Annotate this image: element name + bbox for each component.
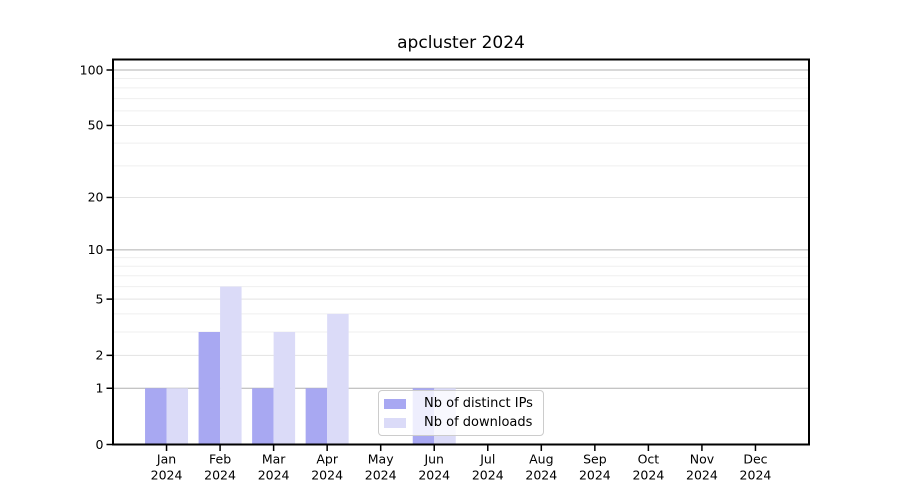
legend-swatch-distinct-ips-icon: [384, 398, 406, 409]
x-tick-label-month: Apr: [316, 452, 338, 467]
y-tick-label: 5: [96, 291, 104, 306]
x-tick-label-month: Feb: [209, 452, 231, 467]
x-tick-label-year: 2024: [579, 468, 611, 483]
legend: Nb of distinct IPs Nb of downloads: [378, 390, 544, 436]
y-tick-label: 10: [88, 242, 104, 257]
x-tick-label-month: Jun: [423, 452, 444, 467]
y-tick-label: 2: [96, 348, 104, 363]
y-tick-label: 20: [88, 190, 104, 205]
x-tick-label-year: 2024: [151, 468, 183, 483]
y-tick-label: 0: [96, 437, 104, 452]
x-tick-label-month: Oct: [638, 452, 660, 467]
x-tick-label-year: 2024: [686, 468, 718, 483]
bar: [166, 388, 189, 445]
bar: [305, 388, 328, 445]
x-tick-label-year: 2024: [632, 468, 664, 483]
bar: [252, 388, 274, 445]
x-tick-label-month: May: [368, 452, 394, 467]
x-tick-label-year: 2024: [472, 468, 504, 483]
bar: [220, 286, 242, 445]
chart-title: apcluster 2024: [397, 33, 525, 53]
x-tick-label-month: Dec: [743, 452, 767, 467]
legend-label-distinct-ips: Nb of distinct IPs: [424, 396, 533, 411]
bar: [327, 313, 349, 445]
bar: [273, 332, 296, 445]
y-tick-label: 1: [96, 381, 104, 396]
bar: [198, 332, 221, 445]
legend-swatch-downloads-icon: [384, 417, 406, 428]
x-tick-label-month: Jul: [479, 452, 495, 467]
x-tick-label-month: Mar: [262, 452, 286, 467]
x-tick-label-year: 2024: [258, 468, 290, 483]
x-tick-label-month: Jan: [156, 452, 176, 467]
bar: [145, 388, 167, 445]
x-tick-label-year: 2024: [204, 468, 236, 483]
y-tick-label: 100: [80, 62, 104, 77]
legend-entry-downloads: Nb of downloads: [379, 415, 543, 430]
x-tick-label-month: Aug: [529, 452, 553, 467]
x-tick-label-month: Sep: [583, 452, 607, 467]
y-tick-label: 50: [88, 118, 104, 133]
legend-label-downloads: Nb of downloads: [424, 415, 533, 430]
x-tick-label-month: Nov: [690, 452, 715, 467]
x-tick-label-year: 2024: [311, 468, 343, 483]
x-tick-label-year: 2024: [418, 468, 450, 483]
x-tick-label-year: 2024: [525, 468, 557, 483]
plot-border: [112, 58, 810, 446]
legend-entry-distinct-ips: Nb of distinct IPs: [379, 396, 543, 411]
x-tick-label-year: 2024: [365, 468, 397, 483]
x-tick-label-year: 2024: [740, 468, 772, 483]
